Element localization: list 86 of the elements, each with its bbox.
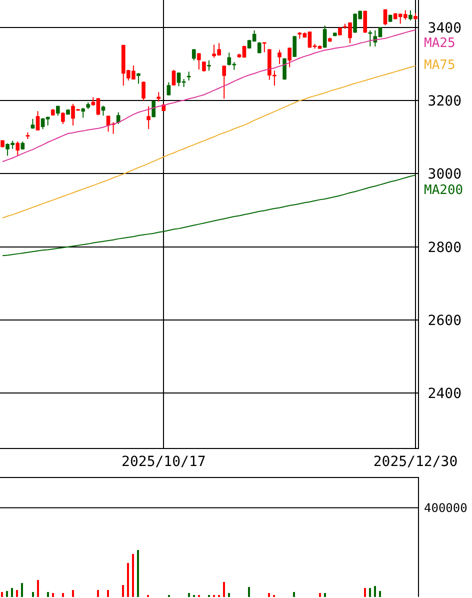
candlestick <box>383 8 388 26</box>
candlestick <box>222 64 226 100</box>
series-label: MA25 <box>424 36 456 51</box>
bar <box>248 587 250 597</box>
candlestick <box>282 58 286 80</box>
x-tick-label: 2025/10/17 <box>122 454 206 470</box>
candlestick <box>338 26 342 36</box>
bar <box>16 590 18 597</box>
bar <box>62 593 64 597</box>
bar <box>32 592 34 597</box>
y-tick-label: 2600 <box>428 312 462 329</box>
bar <box>188 593 190 597</box>
candlestick <box>207 60 211 72</box>
bar <box>122 585 124 597</box>
y-tick-label: 2800 <box>428 240 462 256</box>
candlestick <box>66 108 70 115</box>
candlestick <box>56 105 60 116</box>
candlestick <box>197 52 201 70</box>
candlestick <box>116 112 120 124</box>
candlestick <box>146 106 150 130</box>
y-tick-label: 3000 <box>428 166 462 183</box>
candlestick <box>288 47 292 68</box>
bar <box>369 588 371 597</box>
candlestick <box>61 112 65 124</box>
candlestick <box>86 102 90 110</box>
candlestick <box>292 35 297 58</box>
bar <box>364 588 366 597</box>
candlestick <box>152 100 156 118</box>
bar <box>268 593 270 597</box>
candlestick <box>257 42 262 54</box>
candlestick <box>408 10 412 21</box>
bar <box>21 583 23 597</box>
bar <box>319 593 321 597</box>
candlestick <box>26 132 30 140</box>
candlestick <box>166 82 171 96</box>
bar <box>132 554 134 597</box>
bar <box>293 592 295 597</box>
line-series <box>2 65 416 218</box>
bar <box>374 586 376 597</box>
candlestick <box>363 10 368 34</box>
bar <box>127 563 129 597</box>
candlestick <box>0 140 4 148</box>
text: 400000 <box>424 501 468 515</box>
candlestick <box>186 71 191 81</box>
candlestick <box>101 105 106 116</box>
bar <box>37 580 39 597</box>
candlestick <box>156 92 161 102</box>
candlestick <box>202 60 206 72</box>
bar <box>11 588 13 597</box>
candlestick <box>328 37 332 43</box>
y-tick-label: 3200 <box>428 93 462 110</box>
bar <box>324 593 326 597</box>
candlestick <box>136 72 140 84</box>
bar <box>47 592 49 597</box>
candlestick <box>262 42 266 53</box>
bar <box>379 591 381 597</box>
y-tick-label: 3400 <box>428 20 462 36</box>
bar <box>228 593 230 597</box>
series-label: MA75 <box>424 58 456 73</box>
candlestick <box>36 110 40 132</box>
candlestick <box>50 108 55 116</box>
bar <box>52 593 54 597</box>
bar <box>97 590 99 597</box>
line-series <box>2 174 416 256</box>
bar <box>72 590 74 597</box>
candlestick <box>81 107 86 118</box>
candlestick <box>172 69 176 86</box>
candlestick <box>414 12 418 20</box>
candlestick <box>30 118 35 130</box>
candlestick <box>278 49 282 64</box>
y-tick-label: 2400 <box>428 386 462 402</box>
x-tick-label: 2025/12/30 <box>373 454 458 470</box>
bar <box>107 590 109 597</box>
series-label: MA200 <box>424 183 464 198</box>
candlestick <box>332 32 337 37</box>
bar <box>6 591 8 597</box>
candlestick <box>192 48 196 61</box>
candlestick <box>20 141 25 150</box>
candlestick <box>368 30 372 47</box>
bar <box>1 592 3 597</box>
line-series <box>2 29 416 162</box>
candlestick <box>16 141 20 156</box>
bar <box>137 550 139 597</box>
candlestick <box>142 81 146 102</box>
bar <box>223 582 225 597</box>
candlestick <box>322 25 327 48</box>
